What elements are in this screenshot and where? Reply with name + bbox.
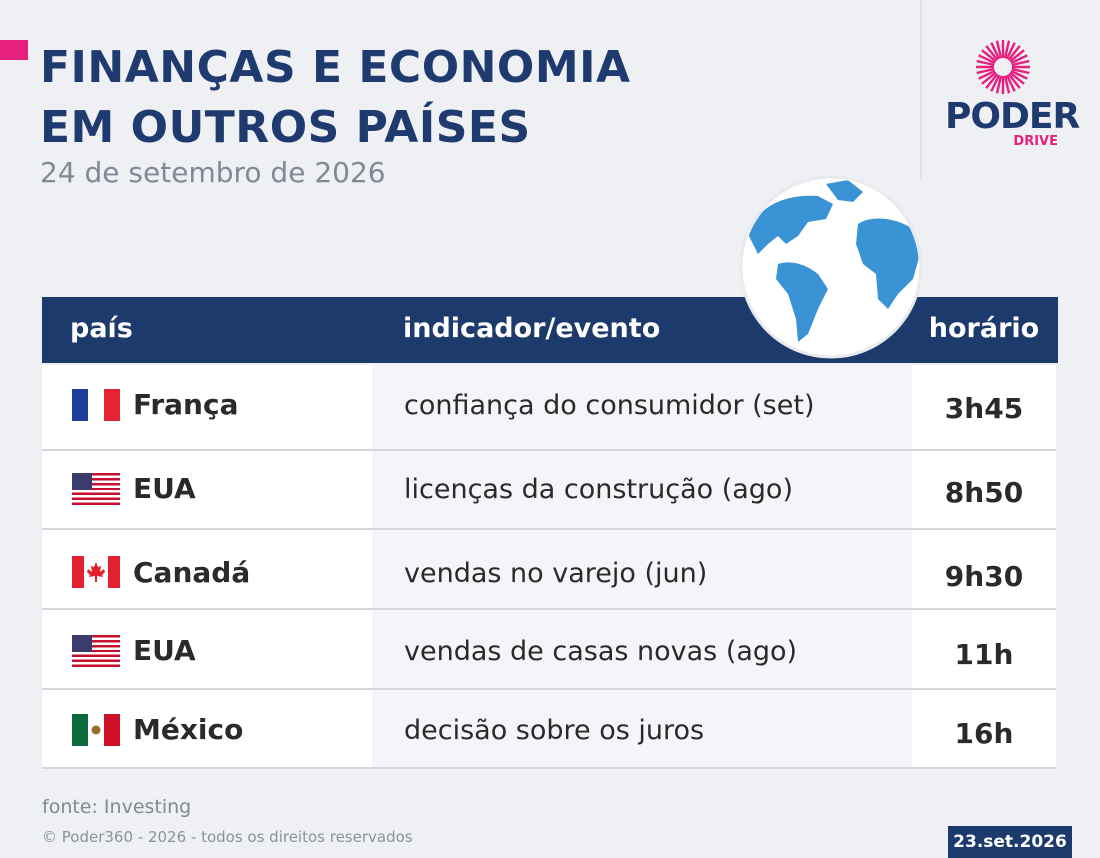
logo-ray	[1005, 74, 1016, 92]
indicator: vendas de casas novas (ago)	[404, 636, 798, 667]
logo-ray	[981, 71, 997, 85]
logo-ray	[976, 59, 995, 67]
date: 24 de setembro de 2026	[40, 156, 386, 189]
logo-ray	[1011, 67, 1030, 75]
country: EUA	[133, 634, 196, 667]
accent-bar	[0, 40, 28, 60]
flag-france	[72, 389, 120, 421]
logo-ray	[978, 69, 996, 80]
source: fonte: Investing	[42, 796, 192, 818]
logo-ray	[978, 54, 996, 65]
row-separator	[42, 767, 1056, 769]
logo-ray	[985, 73, 999, 89]
flag-canada	[72, 556, 120, 588]
flag-usa	[72, 473, 120, 505]
row-separator	[42, 608, 1056, 610]
logo-ray	[1010, 54, 1028, 65]
flag-mexico	[72, 714, 120, 746]
column-bg	[912, 365, 1056, 768]
logo-ray	[985, 45, 999, 61]
time: 16h	[954, 717, 1014, 750]
title-line: EM OUTROS PAÍSES	[40, 102, 531, 153]
logo-sub: DRIVE	[1013, 134, 1058, 149]
column-header: país	[70, 313, 133, 344]
time: 11h	[954, 638, 1014, 671]
flag-usa	[72, 635, 120, 667]
divider	[920, 0, 922, 180]
country: México	[133, 713, 244, 746]
row-separator	[42, 688, 1056, 690]
logo-ray	[976, 67, 995, 75]
logo-ray	[990, 74, 1001, 92]
logo-ray	[995, 40, 1003, 59]
time: 9h30	[944, 560, 1024, 593]
indicator: vendas no varejo (jun)	[404, 558, 708, 589]
logo-ray	[1010, 69, 1028, 80]
logo-ray	[981, 49, 997, 63]
maple-leaf	[87, 562, 105, 582]
time: 8h50	[944, 476, 1024, 509]
logo-ray	[1003, 40, 1011, 59]
logo-ray	[1011, 59, 1030, 67]
emblem	[91, 725, 101, 735]
logo-name: PODER	[945, 96, 1080, 137]
row-separator	[42, 528, 1056, 530]
globe	[739, 175, 923, 359]
indicator: decisão sobre os juros	[404, 715, 705, 746]
time: 3h45	[944, 392, 1024, 425]
logo-ray	[1005, 42, 1016, 60]
country: França	[133, 388, 239, 421]
indicator: confiança do consumidor (set)	[404, 390, 815, 421]
column-bg	[372, 365, 912, 768]
logo-ray	[1007, 45, 1021, 61]
logo-mark	[976, 40, 1030, 94]
logo-ray	[1007, 73, 1021, 89]
date-badge: 23.set.2026	[948, 826, 1072, 858]
country: Canadá	[133, 556, 251, 589]
logo-ray	[1009, 71, 1025, 85]
logo-ray	[1003, 75, 1011, 94]
title-line: FINANÇAS E ECONOMIA	[40, 42, 631, 93]
logo-ray	[995, 75, 1003, 94]
column-header: horário	[928, 313, 1040, 344]
copyright: © Poder360 - 2026 - todos os direitos re…	[42, 828, 413, 846]
country: EUA	[133, 472, 196, 505]
row-separator	[42, 449, 1056, 451]
column-header: indicador/evento	[403, 313, 661, 344]
logo-ray	[1009, 49, 1025, 63]
logo-ray	[990, 42, 1001, 60]
indicator: licenças da construção (ago)	[404, 474, 793, 505]
